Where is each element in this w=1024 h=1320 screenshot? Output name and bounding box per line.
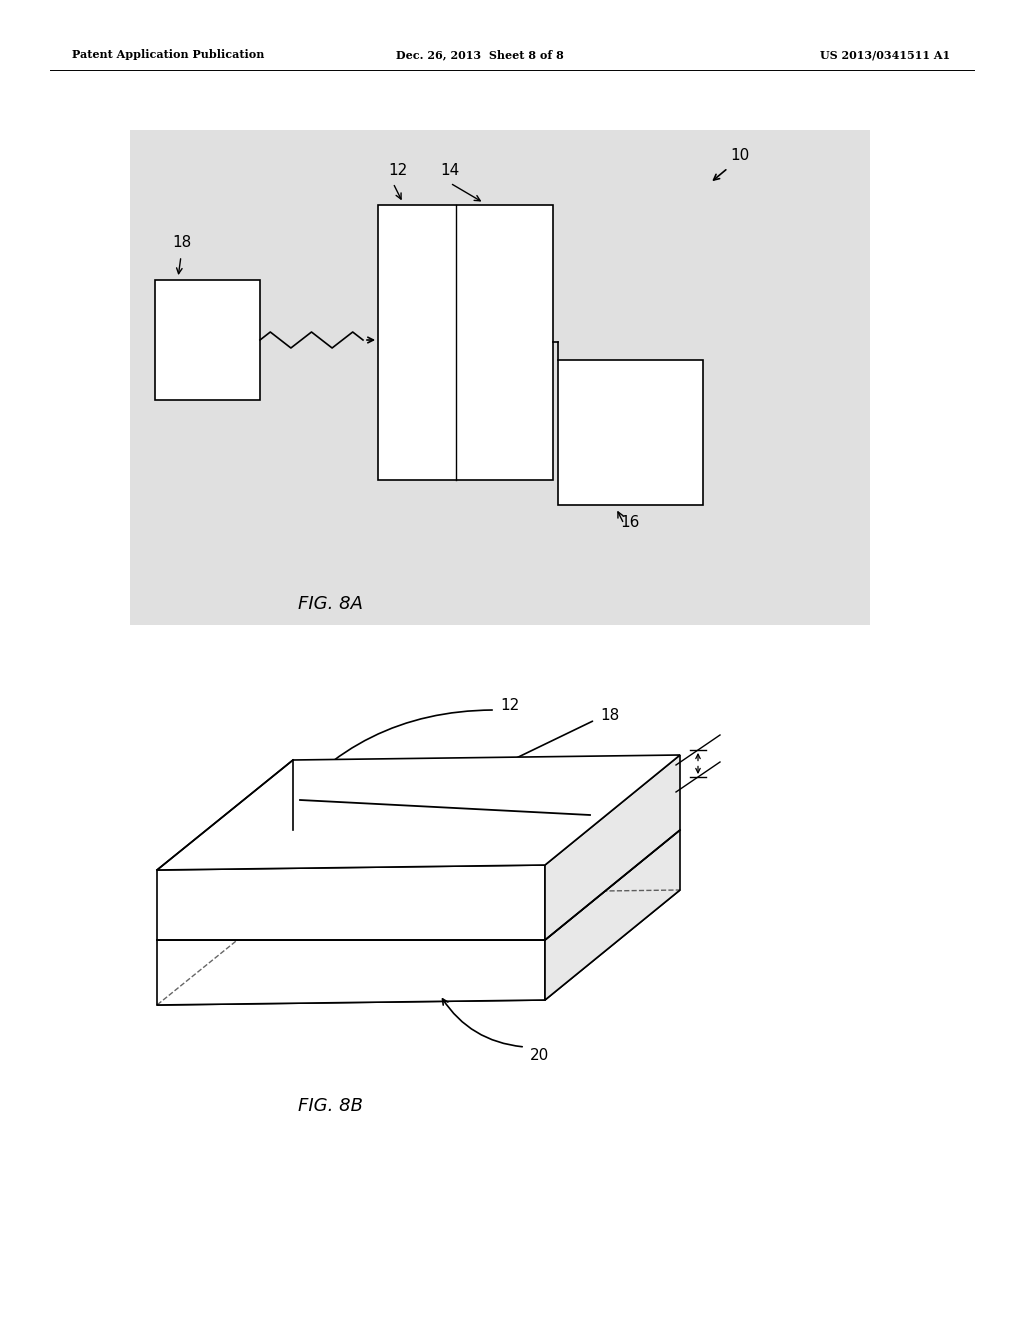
Polygon shape: [157, 865, 545, 940]
Text: 16: 16: [621, 515, 640, 531]
Text: 10: 10: [730, 148, 750, 162]
Bar: [558, 360, 703, 506]
Bar: [378, 205, 553, 480]
Text: 18: 18: [172, 235, 191, 249]
Text: Dec. 26, 2013  Sheet 8 of 8: Dec. 26, 2013 Sheet 8 of 8: [396, 49, 564, 61]
Text: Patent Application Publication: Patent Application Publication: [72, 49, 264, 61]
Bar: [130, 129, 870, 624]
Text: 20: 20: [530, 1048, 549, 1063]
Polygon shape: [157, 890, 680, 1005]
Polygon shape: [157, 940, 545, 1005]
Text: FIG. 8B: FIG. 8B: [298, 1097, 362, 1115]
Text: FIG. 8A: FIG. 8A: [298, 595, 362, 612]
Polygon shape: [545, 830, 680, 1001]
Text: 12: 12: [388, 162, 408, 178]
Text: 18: 18: [600, 708, 620, 722]
Polygon shape: [545, 755, 680, 940]
Polygon shape: [157, 755, 680, 870]
Text: US 2013/0341511 A1: US 2013/0341511 A1: [820, 49, 950, 61]
Bar: [155, 280, 260, 400]
Text: 14: 14: [440, 162, 459, 178]
Text: 12: 12: [500, 697, 519, 713]
